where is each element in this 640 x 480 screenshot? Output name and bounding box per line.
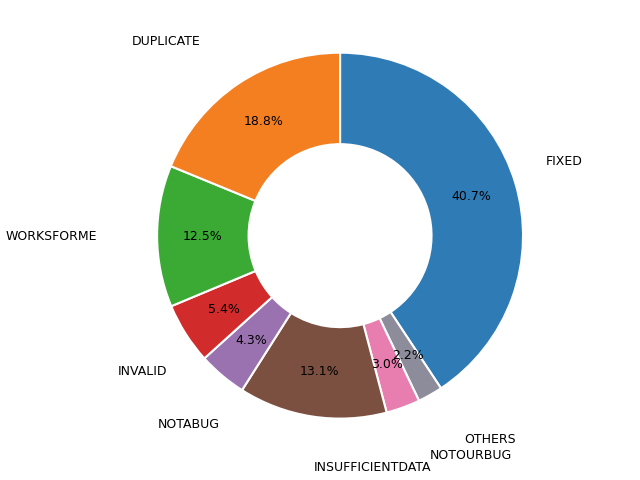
Text: INVALID: INVALID [118, 365, 167, 378]
Text: INSUFFICIENTDATA: INSUFFICIENTDATA [314, 461, 431, 474]
Text: 4.3%: 4.3% [236, 334, 268, 347]
Text: FIXED: FIXED [546, 155, 583, 168]
Text: NOTABUG: NOTABUG [158, 419, 220, 432]
Wedge shape [172, 271, 272, 359]
Text: 40.7%: 40.7% [452, 190, 492, 203]
Wedge shape [340, 53, 523, 388]
Text: 5.4%: 5.4% [208, 303, 240, 316]
Text: DUPLICATE: DUPLICATE [132, 35, 200, 48]
Wedge shape [157, 166, 255, 306]
Wedge shape [380, 312, 441, 401]
Wedge shape [242, 313, 387, 419]
Wedge shape [204, 297, 291, 390]
Wedge shape [171, 53, 340, 201]
Text: 18.8%: 18.8% [244, 115, 284, 128]
Text: 3.0%: 3.0% [371, 358, 403, 371]
Wedge shape [364, 318, 419, 413]
Text: 12.5%: 12.5% [183, 229, 223, 242]
Text: 13.1%: 13.1% [300, 365, 339, 378]
Text: WORKSFORME: WORKSFORME [5, 230, 97, 243]
Text: 2.2%: 2.2% [392, 348, 424, 361]
Text: OTHERS: OTHERS [465, 433, 516, 446]
Text: NOTOURBUG: NOTOURBUG [430, 449, 512, 462]
